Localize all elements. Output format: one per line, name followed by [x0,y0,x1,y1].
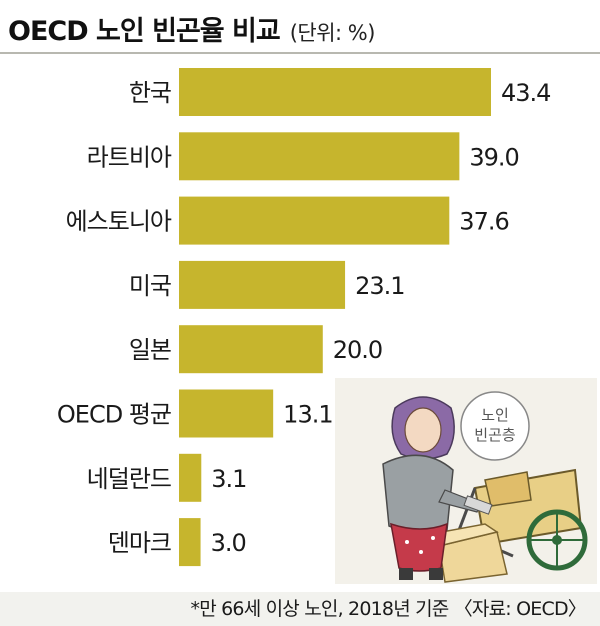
category-label-4: 일본 [129,336,171,364]
category-label-0: 한국 [129,79,171,107]
bar-1 [179,132,460,181]
sign-text-line2: 빈곤층 [474,426,515,444]
category-label-6: 네덜란드 [87,465,171,493]
title-divider [0,52,600,54]
unit-label: (단위: %) [289,21,376,45]
bar-7 [179,518,201,567]
bar-2 [179,196,450,245]
bar-3 [179,260,346,309]
bar-5 [179,389,274,438]
value-label-7: 3.0 [211,529,246,557]
chart-title-text: OECD 노인 빈곤율 비교 [8,16,281,47]
category-label-3: 미국 [129,272,171,300]
value-label-4: 20.0 [333,336,382,364]
bar-6 [179,453,202,502]
footnote: *만 66세 이상 노인, 2018년 기준 〈자료: OECD〉 [190,598,587,620]
value-label-1: 39.0 [469,143,518,171]
title-bar: OECD 노인 빈곤율 비교 (단위: %) [0,0,600,52]
bar-chart: 한국 43.4 라트비아 39.0 에스토니아 37.6 미국 23.1 일본 20.0 OECD … [57,68,551,567]
category-label-5: OECD 평균 [57,401,171,429]
value-label-0: 43.4 [501,79,550,107]
value-label-3: 23.1 [355,272,404,300]
bar-0 [179,68,491,116]
elderly-woman-cart-illustration: 노인 빈곤층 [335,378,597,584]
bar-4 [179,325,323,374]
value-label-2: 37.6 [459,208,508,236]
chart-title: OECD 노인 빈곤율 비교 (단위: %) [8,9,375,48]
elderly-woman [382,396,493,580]
value-label-6: 3.1 [211,465,246,493]
sign-bubble: 노인 빈곤층 [460,391,530,461]
category-label-1: 라트비아 [87,143,172,171]
value-label-5: 13.1 [283,401,332,429]
category-label-7: 덴마크 [108,529,171,557]
category-label-2: 에스토니아 [66,208,172,236]
cardboard-box [429,523,508,583]
sign-text-line1: 노인 [481,406,509,424]
